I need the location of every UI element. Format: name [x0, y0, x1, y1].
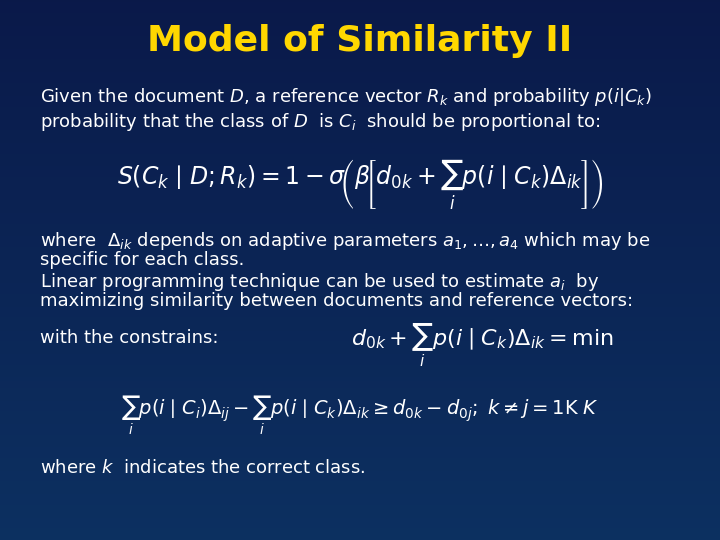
Text: Linear programming technique can be used to estimate $a_i$  by: Linear programming technique can be used… — [40, 271, 599, 293]
Text: $d_{0k} + \sum_i p(i \mid C_k)\Delta_{ik} = \min$: $d_{0k} + \sum_i p(i \mid C_k)\Delta_{ik… — [351, 321, 613, 369]
Text: Given the document $D$, a reference vector $R_k$ and probability $p(i|C_k)$: Given the document $D$, a reference vect… — [40, 86, 652, 109]
Text: where $k$  indicates the correct class.: where $k$ indicates the correct class. — [40, 459, 365, 477]
Text: specific for each class.: specific for each class. — [40, 251, 244, 269]
Text: Model of Similarity II: Model of Similarity II — [148, 24, 572, 58]
Text: probability that the class of $D$  is $C_i$  should be proportional to:: probability that the class of $D$ is $C_… — [40, 111, 600, 133]
Text: $S(C_k \mid D; R_k) = 1 - \sigma\!\left(\beta\!\left[d_{0k} + \sum_i p(i \mid C_: $S(C_k \mid D; R_k) = 1 - \sigma\!\left(… — [117, 157, 603, 211]
Text: where  $\Delta_{ik}$ depends on adaptive parameters $a_1,\ldots,a_4$ which may b: where $\Delta_{ik}$ depends on adaptive … — [40, 230, 649, 252]
Text: $\sum_i p(i \mid C_i)\Delta_{ij} - \sum_i p(i \mid C_k)\Delta_{ik} \geq d_{0k} -: $\sum_i p(i \mid C_i)\Delta_{ij} - \sum_… — [122, 394, 598, 437]
Text: with the constrains:: with the constrains: — [40, 329, 218, 347]
Text: maximizing similarity between documents and reference vectors:: maximizing similarity between documents … — [40, 292, 633, 309]
